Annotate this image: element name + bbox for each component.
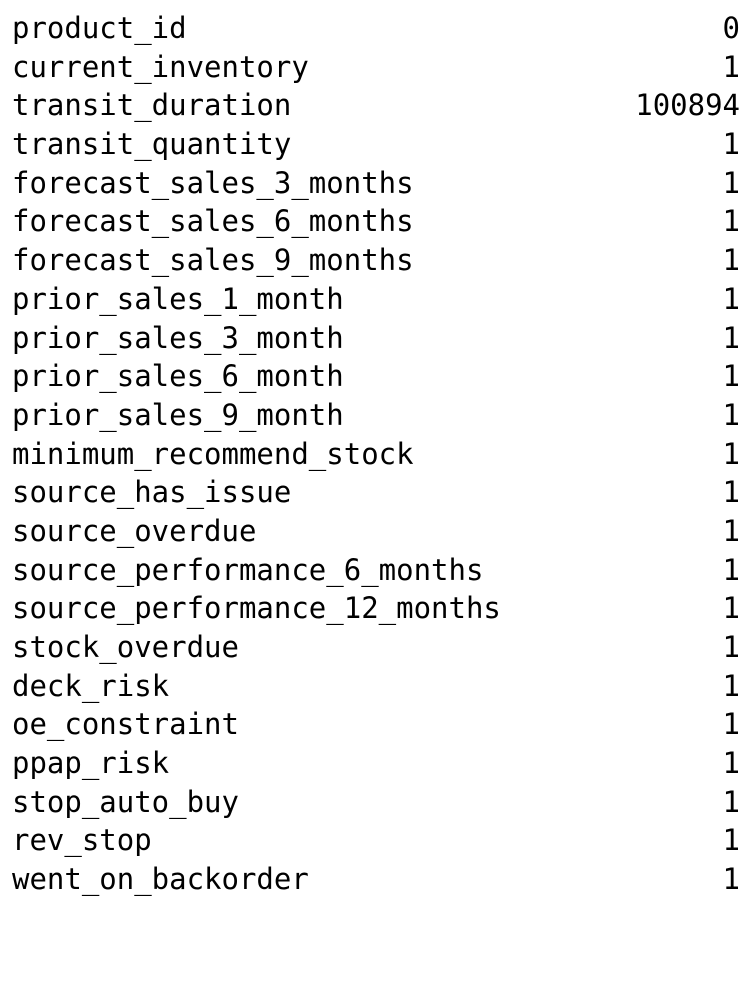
output-row: went_on_backorder 1 (12, 860, 740, 899)
column-value: 1 (722, 204, 740, 239)
output-row: transit_duration 100894 (12, 86, 740, 125)
column-value: 1 (722, 668, 740, 703)
column-value: 1 (722, 49, 740, 84)
output-row: source_overdue 1 (12, 512, 740, 551)
column-value: 1 (722, 630, 740, 664)
column-name: source_performance_6_months (12, 552, 484, 587)
output-row: source_has_issue 1 (12, 473, 740, 512)
output-row: deck_risk 1 (12, 667, 740, 706)
column-name: transit_quantity (12, 127, 292, 162)
column-name: forecast_sales_9_months (12, 243, 414, 278)
column-value: 1 (722, 165, 740, 200)
output-row: transit_quantity 1 (12, 125, 740, 164)
output-row: prior_sales_9_month 1 (12, 396, 740, 435)
column-value: 1 (722, 243, 740, 278)
column-name: prior_sales_3_month (12, 320, 344, 355)
column-name: source_overdue (12, 513, 257, 548)
output-row: forecast_sales_9_months 1 (12, 241, 740, 280)
output-row: source_performance_6_months 1 (12, 551, 740, 590)
output-row: stock_overdue 1 (12, 628, 740, 667)
column-name: source_has_issue (12, 475, 292, 510)
column-value: 1 (722, 513, 740, 548)
column-name: prior_sales_1_month (12, 281, 344, 316)
column-name: rev_stop (12, 823, 152, 858)
output-row: forecast_sales_3_months 1 (12, 164, 740, 203)
column-value: 1 (722, 397, 740, 432)
column-name: product_id (12, 11, 187, 45)
column-value: 1 (722, 436, 740, 471)
column-name: oe_constraint (12, 707, 239, 742)
column-name: forecast_sales_3_months (12, 165, 414, 200)
column-value: 1 (722, 746, 740, 781)
output-row: prior_sales_6_month 1 (12, 357, 740, 396)
output-row: minimum_recommend_stock 1 (12, 435, 740, 474)
column-name: prior_sales_6_month (12, 359, 344, 394)
output-row: source_performance_12_months 1 (12, 589, 740, 628)
output-row: oe_constraint 1 (12, 705, 740, 744)
output-row: stop_auto_buy 1 (12, 783, 740, 822)
column-value: 100894 (635, 88, 740, 123)
column-value: 1 (722, 823, 740, 858)
output-row: current_inventory 1 (12, 48, 740, 87)
column-value: 1 (722, 127, 740, 162)
column-value: 0 (722, 11, 740, 45)
column-name: minimum_recommend_stock (12, 436, 414, 471)
column-value: 1 (722, 591, 740, 626)
output-row: rev_stop 1 (12, 821, 740, 860)
column-value: 1 (722, 552, 740, 587)
column-value: 1 (722, 281, 740, 316)
column-name: current_inventory (12, 49, 309, 84)
output-row: ppap_risk 1 (12, 744, 740, 783)
output-row: prior_sales_1_month 1 (12, 280, 740, 319)
column-value: 1 (722, 862, 740, 897)
column-name: ppap_risk (12, 746, 170, 781)
output-row: product_id 0 (12, 9, 740, 48)
column-name: transit_duration (12, 88, 292, 123)
output-row: forecast_sales_6_months 1 (12, 202, 740, 241)
column-name: forecast_sales_6_months (12, 204, 414, 239)
column-name: stop_auto_buy (12, 784, 239, 819)
series-output: product_id 0 current_inventory 1 transit_d… (12, 9, 740, 899)
column-value: 1 (722, 784, 740, 819)
output-row: prior_sales_3_month 1 (12, 319, 740, 358)
column-value: 1 (722, 359, 740, 394)
column-value: 1 (722, 707, 740, 742)
column-value: 1 (722, 320, 740, 355)
column-name: deck_risk (12, 668, 170, 703)
column-name: prior_sales_9_month (12, 397, 344, 432)
column-name: went_on_backorder (12, 862, 309, 897)
column-value: 1 (722, 475, 740, 510)
column-name: source_performance_12_months (12, 591, 501, 626)
column-name: stock_overdue (12, 630, 239, 664)
